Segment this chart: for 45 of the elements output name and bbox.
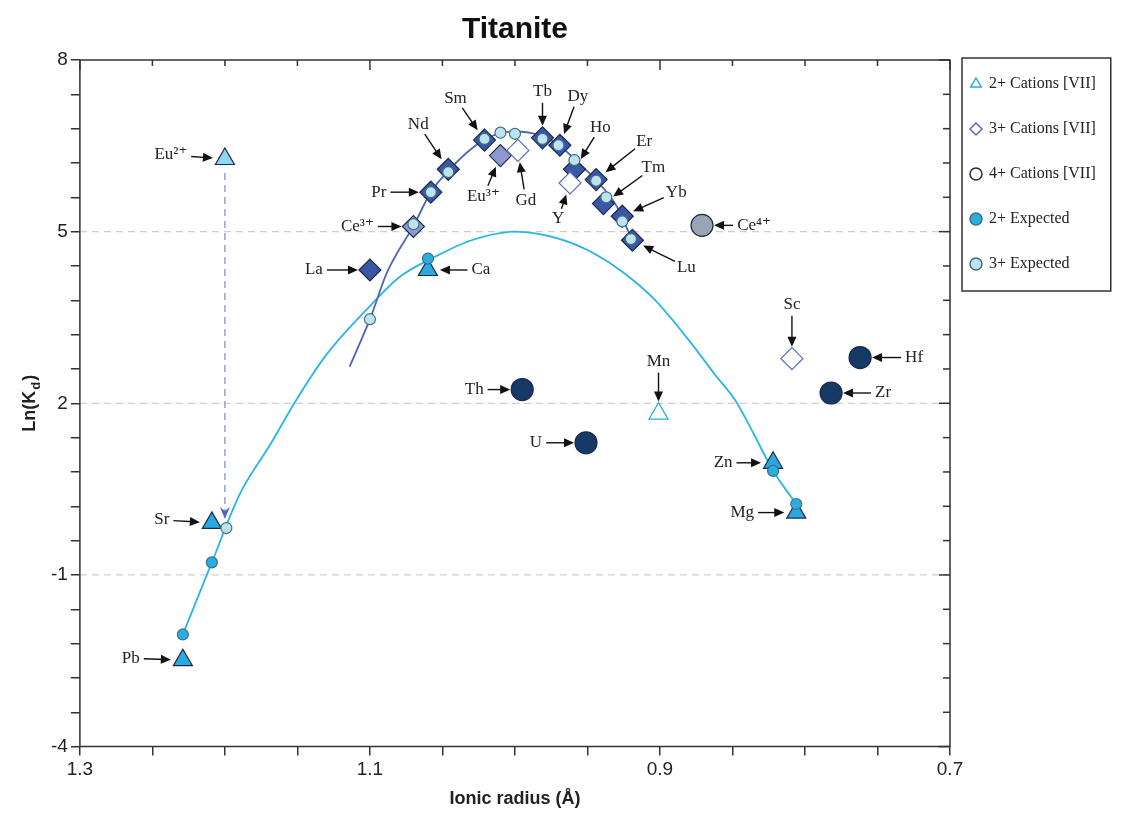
annotation: Nd [407, 113, 430, 133]
annotation: Zn [713, 452, 734, 472]
annotation: Er [636, 131, 653, 151]
annotation: Sr [154, 509, 170, 529]
annotation: La [304, 259, 324, 279]
annotation: Th [464, 379, 485, 399]
x-tick-label: 1.1 [356, 758, 384, 780]
y-tick-label: 8 [57, 48, 68, 70]
annotation: Mn [646, 351, 671, 371]
y-tick-label: 5 [57, 219, 68, 241]
annotation: Ce⁴⁺ [737, 214, 771, 234]
annotation: Ho [590, 116, 611, 136]
legend-label: 2+ Expected [989, 209, 1070, 228]
annotation: Dy [567, 85, 589, 105]
annotation: U [529, 432, 543, 452]
x-tick-label: 0.9 [646, 758, 674, 780]
x-tick-label: 0.7 [936, 758, 964, 780]
legend-label: 4+ Cations [VII] [989, 164, 1096, 182]
y-tick-label: 2 [57, 391, 68, 413]
legend-label: 2+ Cations [VII] [989, 74, 1096, 92]
x-axis-title: Ionic radius (Å) [449, 788, 581, 809]
annotation: Sm [444, 87, 467, 107]
x-tick-label: 1.3 [66, 758, 94, 780]
annotation: Tm [641, 157, 666, 177]
annotation: Y [551, 208, 565, 228]
annotation: Tb [533, 81, 552, 101]
annotation: Pb [121, 647, 140, 667]
annotation: Mg [730, 502, 755, 522]
annotation: Yb [665, 181, 687, 201]
annotation: Ca [471, 259, 491, 279]
legend-label: 3+ Expected [989, 254, 1070, 273]
chart-title: Titanite [461, 11, 569, 45]
annotation: Gd [515, 189, 537, 209]
annotation: Sc [783, 294, 801, 314]
annotation: Hf [905, 347, 924, 366]
legend-label: 3+ Cations [VII] [989, 119, 1096, 137]
annotation: Eu²⁺ [154, 144, 188, 164]
annotation: Lu [676, 256, 697, 276]
annotation: Ce³⁺ [340, 215, 374, 235]
annotation: Pr [371, 181, 387, 201]
y-axis-title: Ln(Kd) [18, 374, 43, 432]
y-tick-label: -1 [50, 563, 68, 585]
annotation: Zr [875, 382, 892, 402]
annotation: Eu³⁺ [466, 186, 500, 206]
y-tick-label: -4 [50, 734, 69, 756]
